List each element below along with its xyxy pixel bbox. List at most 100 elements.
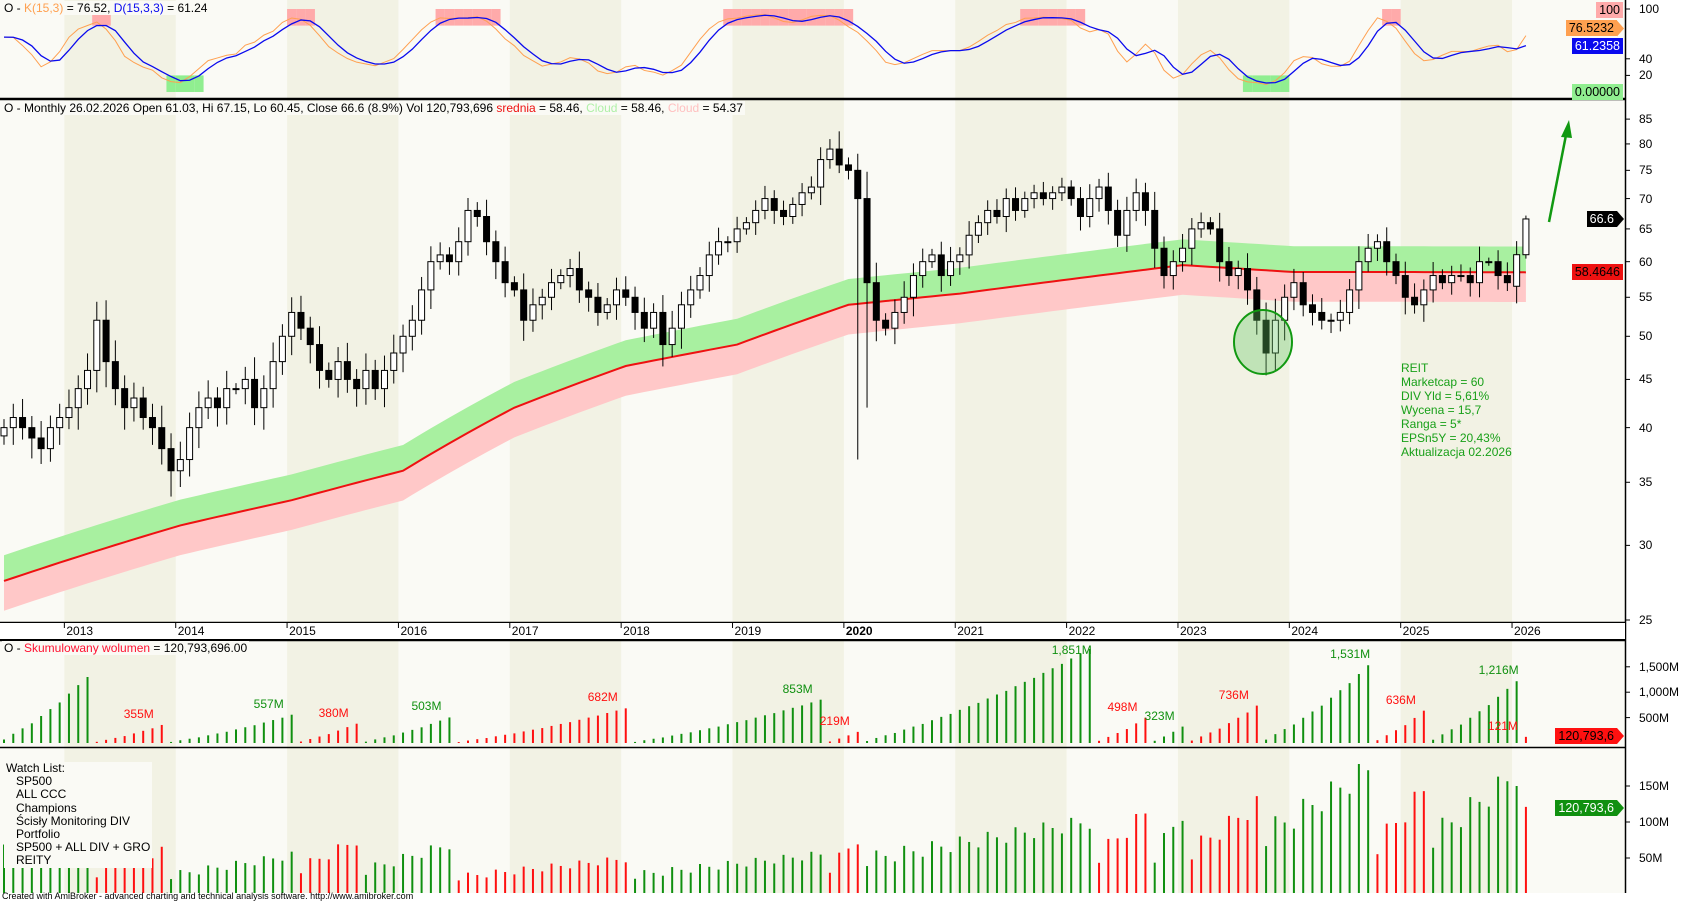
- cloud-lower-label: Cloud: [667, 101, 700, 115]
- candle: [1086, 198, 1094, 218]
- monthly-volume-tag-pointer-icon: [1617, 800, 1624, 816]
- annotation-line: Aktualizacja 02.2026: [1401, 445, 1512, 459]
- watch-list-title: Watch List:: [6, 761, 65, 775]
- candle: [965, 234, 973, 256]
- candle: [158, 427, 166, 450]
- candle: [1225, 261, 1233, 277]
- watch-list-item[interactable]: ALL CCC: [16, 787, 67, 802]
- overbought-zone: [1029, 9, 1039, 26]
- candle: [984, 209, 992, 224]
- candle: [1438, 275, 1446, 284]
- year-band: [1177, 747, 1290, 893]
- price-axis-label: 35: [1639, 475, 1653, 490]
- candle: [1197, 222, 1205, 230]
- candle: [1244, 268, 1252, 291]
- volume-axis-label: 1,500M: [1639, 659, 1680, 674]
- candle: [1401, 275, 1409, 298]
- candle: [408, 319, 416, 337]
- volume-tag: 120,793,6: [1555, 728, 1617, 744]
- price-axis-label: 65: [1639, 221, 1653, 236]
- volume-segment-label: 503M: [411, 699, 442, 714]
- overbought-zone: [101, 9, 111, 26]
- candle: [724, 241, 732, 244]
- candle: [213, 397, 221, 409]
- candle: [1411, 296, 1419, 306]
- volume-segment-label: 1,851M: [1051, 643, 1092, 657]
- candle: [130, 397, 138, 409]
- candle: [1494, 261, 1502, 277]
- volume-axis-label: 1,000M: [1639, 685, 1680, 700]
- stoch-top-tag: 100: [1596, 2, 1623, 18]
- overbought-zone: [825, 9, 835, 26]
- candle: [1281, 296, 1289, 321]
- trend-arrow: [1547, 134, 1568, 223]
- candle: [232, 388, 240, 391]
- ma-value: = 58.46,: [535, 101, 587, 115]
- candle: [761, 198, 769, 211]
- volume-segment-label: 1,531M: [1330, 647, 1371, 662]
- monthly-volume-tag: 120,793,6: [1555, 800, 1617, 816]
- candle: [1058, 186, 1066, 194]
- candle: [1327, 319, 1335, 322]
- volume-value: = 120,793,696.00: [150, 641, 248, 655]
- price-axis-label: 85: [1639, 112, 1653, 127]
- candle: [288, 311, 296, 337]
- year-label: 2018: [623, 624, 650, 638]
- overbought-zone: [296, 9, 306, 26]
- footer-credit: Created with AmiBroker - advanced charti…: [2, 891, 414, 901]
- volume-segment-label: 736M: [1218, 687, 1249, 702]
- candle: [1002, 198, 1010, 218]
- watch-list-item[interactable]: REITY: [16, 853, 52, 868]
- candle: [1012, 198, 1020, 211]
- candle: [1141, 192, 1149, 211]
- stoch-axis-label: 40: [1639, 51, 1653, 66]
- year-band: [287, 99, 399, 622]
- volume-segment-label: 355M: [123, 706, 154, 721]
- candle: [1030, 192, 1038, 200]
- watch-list-item[interactable]: Portfolio: [16, 827, 61, 842]
- candle: [603, 304, 611, 313]
- candle: [659, 311, 667, 346]
- candle: [1169, 261, 1177, 277]
- candle: [1522, 218, 1530, 256]
- candle: [1336, 311, 1344, 321]
- candle: [510, 282, 518, 291]
- watch-list-item[interactable]: Ścisły Monitoring DIV: [16, 813, 131, 828]
- close-price-tag-pointer-icon: [1617, 210, 1624, 227]
- watch-list-item[interactable]: SP500 + ALL DIV + GRO: [16, 840, 151, 855]
- year-band: [1400, 747, 1513, 893]
- candle: [445, 254, 453, 263]
- year-band: [287, 747, 399, 893]
- year-label: 2014: [177, 624, 205, 638]
- year-label: 2020: [845, 624, 873, 638]
- price-header: O - Monthly 26.02.2026 Open 61.03, Hi 67…: [2, 101, 745, 115]
- candle: [186, 427, 194, 461]
- overbought-zone: [1075, 9, 1086, 26]
- price-axis-label: 75: [1639, 163, 1653, 178]
- stoch-k-tag-pointer-icon: [1617, 20, 1624, 37]
- candle: [854, 169, 862, 200]
- candle: [780, 209, 788, 218]
- candle: [1095, 186, 1103, 200]
- candle: [817, 159, 825, 188]
- volume-segment-label: 853M: [782, 681, 813, 696]
- year-band: [1400, 0, 1513, 98]
- candle: [687, 289, 695, 306]
- cloud-lower: [4, 265, 1526, 611]
- candle: [418, 289, 426, 321]
- watch-list-item[interactable]: Champions: [16, 800, 77, 815]
- price-header-main: O - Monthly 26.02.2026 Open 61.03, Hi 67…: [4, 101, 497, 115]
- volume-header: O - Skumulowany wolumen = 120,793,696.00: [2, 641, 250, 655]
- watch-list-item[interactable]: SP500: [16, 774, 53, 789]
- oversold-zone: [1280, 75, 1290, 92]
- candle: [316, 344, 324, 371]
- candle: [928, 254, 936, 263]
- candle: [121, 388, 129, 409]
- volume-tag-pointer-icon: [1617, 728, 1624, 744]
- highlight-circle: [1233, 309, 1293, 375]
- candle: [251, 378, 259, 409]
- year-label: 2022: [1068, 624, 1096, 638]
- annotation-line: Ranga = 5*: [1401, 417, 1462, 431]
- candle: [1049, 192, 1057, 200]
